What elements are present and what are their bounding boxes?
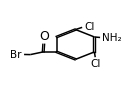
Text: Cl: Cl [84, 22, 94, 32]
Text: NH₂: NH₂ [102, 33, 121, 43]
Text: Cl: Cl [90, 59, 101, 69]
Text: Br: Br [10, 50, 22, 60]
Text: O: O [39, 30, 49, 43]
